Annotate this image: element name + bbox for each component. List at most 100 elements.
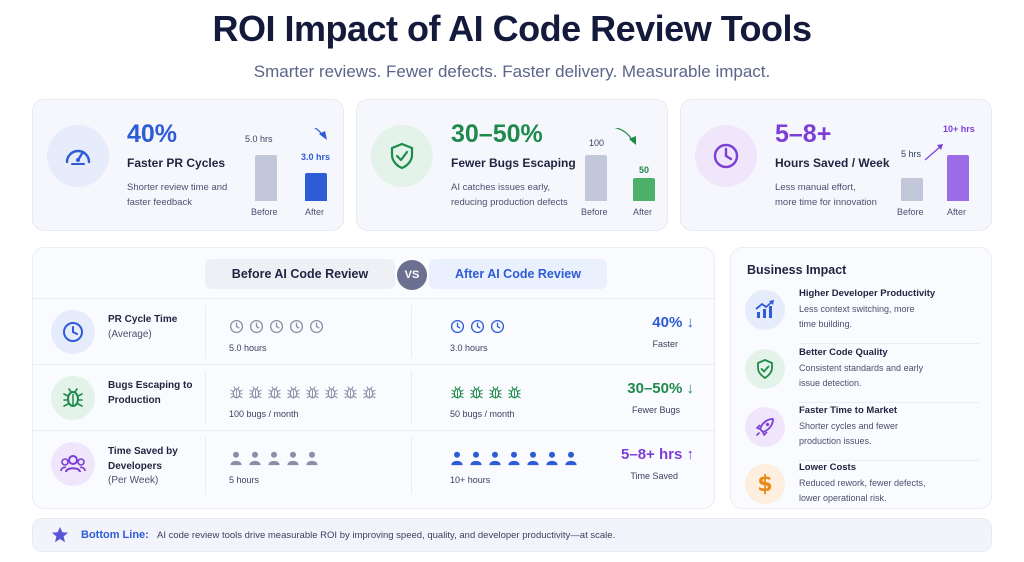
comparison-row-time-saved: Time Saved by Developers (Per Week) 5 hou… <box>33 430 716 500</box>
divider <box>799 402 979 403</box>
axis-after-label: After <box>947 207 967 217</box>
impact-item-costs: $ Lower Costs Reduced rework, fewer defe… <box>745 460 979 518</box>
bug-icon <box>343 385 358 405</box>
stat-value: 5–8+ <box>775 120 832 148</box>
result-value: 5–8+ hrs ↑ <box>621 446 694 463</box>
axis-before-label: Before <box>251 207 278 217</box>
row-label: Time Saved by Developers (Per Week) <box>108 446 178 486</box>
before-clock-icons <box>229 319 324 339</box>
impact-item-quality: Better Code Quality Consistent standards… <box>745 345 979 403</box>
stat-label: Faster PR Cycles <box>127 156 226 170</box>
divider <box>799 343 979 344</box>
users-icon <box>51 442 95 486</box>
clock-icon <box>269 319 284 339</box>
star-icon <box>51 526 69 549</box>
stat-value: 40% <box>127 120 178 148</box>
clock-icon <box>470 319 485 339</box>
bottom-line-banner: Bottom Line: AI code review tools drive … <box>32 518 992 552</box>
after-person-icons <box>450 451 578 471</box>
person-icon <box>267 451 281 471</box>
stat-card-pr-cycles: 40% Faster PR Cycles Shorter review time… <box>32 99 344 231</box>
after-bar-label: 10+ hrs <box>943 124 975 134</box>
before-value: 100 bugs / month <box>229 409 299 419</box>
divider <box>411 305 412 358</box>
stat-description: Less manual effort, more time for innovat… <box>775 182 877 208</box>
page-subtitle: Smarter reviews. Fewer defects. Faster d… <box>253 62 771 81</box>
stat-label: Fewer Bugs Escaping <box>451 156 576 170</box>
row-label: Bugs Escaping to Production <box>108 380 193 406</box>
divider <box>205 305 206 358</box>
impact-item-time-to-market: Faster Time to Market Shorter cycles and… <box>745 403 979 461</box>
before-bar <box>901 178 923 201</box>
bug-icon <box>248 385 263 405</box>
stat-card-bugs: 30–50% Fewer Bugs Escaping AI catches is… <box>356 99 668 231</box>
before-value: 5 hours <box>229 475 260 485</box>
clock-icon <box>51 310 95 354</box>
axis-before-label: Before <box>581 207 608 217</box>
before-bar-label: 5.0 hrs <box>245 134 273 144</box>
comparison-panel: Before AI Code Review VS After AI Code R… <box>32 247 716 509</box>
before-bar-label: 5 hrs <box>901 149 922 159</box>
bug-icon <box>324 385 339 405</box>
clock-icon <box>450 319 465 339</box>
result-value: 30–50% ↓ <box>627 380 694 397</box>
after-header: After AI Code Review <box>429 259 607 289</box>
after-bar-label: 50 <box>639 165 650 175</box>
before-bar-label: 100 <box>589 138 605 148</box>
after-clock-icons <box>450 319 505 339</box>
stat-description: Shorter review time and faster feedback <box>127 182 228 208</box>
before-value: 5.0 hours <box>229 343 267 353</box>
after-bug-icons <box>450 385 522 405</box>
clock-icon <box>289 319 304 339</box>
bottom-line-label: Bottom Line: <box>81 529 149 541</box>
before-header: Before AI Code Review <box>205 259 395 289</box>
person-icon <box>229 451 243 471</box>
before-after-chart: 5 hrs 10+ hrs Before After <box>891 124 987 228</box>
bug-icon <box>469 385 484 405</box>
after-bar-label: 3.0 hrs <box>301 152 331 162</box>
vs-badge: VS <box>397 260 427 290</box>
clock-icon <box>229 319 244 339</box>
row-label: PR Cycle Time (Average) <box>108 314 178 340</box>
bug-icon <box>51 376 95 420</box>
divider <box>411 371 412 424</box>
comparison-row-bugs: Bugs Escaping to Production 100 bugs / m… <box>33 364 716 430</box>
before-person-icons <box>229 451 319 471</box>
result-value: 40% ↓ <box>652 314 694 331</box>
after-value: 10+ hours <box>450 475 491 485</box>
divider <box>411 437 412 494</box>
divider <box>205 371 206 424</box>
impact-heading: Lower Costs <box>799 462 857 473</box>
person-icon <box>488 451 502 471</box>
impact-title: Business Impact <box>747 263 847 277</box>
axis-before-label: Before <box>897 207 924 217</box>
bug-icon <box>305 385 320 405</box>
comparison-row-pr-cycle: PR Cycle Time (Average) 5.0 hours 3.0 hou… <box>33 298 716 364</box>
stat-value: 30–50% <box>451 120 543 148</box>
person-icon <box>526 451 540 471</box>
page-title: ROI Impact of AI Code Review Tools <box>212 8 812 49</box>
person-icon <box>469 451 483 471</box>
result-label: Fewer Bugs <box>631 405 680 415</box>
bug-icon <box>267 385 282 405</box>
person-icon <box>564 451 578 471</box>
result-label: Faster <box>652 339 678 349</box>
dollar-icon: $ <box>745 464 785 504</box>
person-icon <box>305 451 319 471</box>
after-value: 50 bugs / month <box>450 409 515 419</box>
impact-heading: Faster Time to Market <box>799 405 898 416</box>
after-bar <box>305 173 327 201</box>
person-icon <box>286 451 300 471</box>
axis-after-label: After <box>633 207 653 217</box>
result-label: Time Saved <box>630 471 678 481</box>
after-value: 3.0 hours <box>450 343 488 353</box>
clock-icon <box>695 125 757 187</box>
stat-label: Hours Saved / Week <box>775 156 890 170</box>
axis-after-label: After <box>305 207 325 217</box>
stat-description: AI catches issues early, reducing product… <box>451 182 568 208</box>
before-after-chart: 5.0 hrs 3.0 hrs Before After <box>243 128 339 228</box>
after-bar <box>947 155 969 201</box>
person-icon <box>248 451 262 471</box>
chart-growth-icon <box>745 290 785 330</box>
after-bar <box>633 178 655 201</box>
